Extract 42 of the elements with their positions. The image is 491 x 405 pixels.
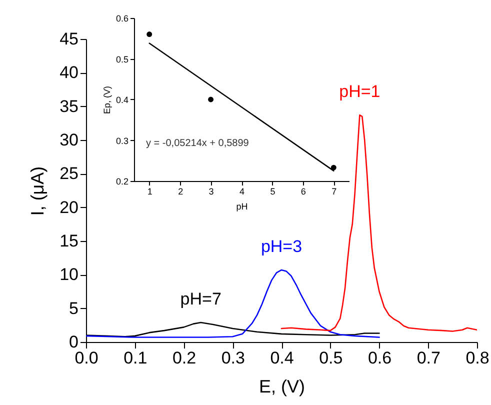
x-tick-label: 3 [208,186,214,196]
annotation: y = -0,05214x + 0,5899 [146,138,250,149]
y-tick-label: 0.4 [116,95,128,105]
x-tick-label: 5 [270,186,276,196]
point [208,96,214,102]
x-tick-label: 0.4 [270,348,294,368]
line-series [86,269,380,338]
y-tick-label: 0 [69,332,78,352]
series-label: pH=7 [180,289,222,308]
x-tick-label: 6 [300,186,306,196]
x-tick-label: 0.5 [319,348,343,368]
x-tick-label: 0.2 [172,348,196,368]
y-tick-label: 45 [60,30,78,48]
series-label: pH=3 [260,236,302,256]
x-tick-label: 7 [332,186,337,196]
y-tick-label: 10 [60,265,78,284]
x-tick-label: 4 [239,186,245,196]
x-tick-label: 0.1 [124,348,148,368]
y-tick-label: 0.2 [116,176,128,186]
x-tick-label: 0.3 [221,348,245,368]
x-axis-title: pH [236,202,248,212]
x-tick-label: 0.6 [368,348,392,368]
y-tick-label: 25 [60,164,78,184]
y-tick-label: 15 [60,232,78,250]
y-tick-label: 40 [60,63,78,82]
x-tick-label: 0.8 [466,348,490,368]
y-tick-label: 0.6 [116,14,128,24]
x-axis-title: E, (V) [258,376,306,396]
x-tick-label: 0.7 [416,348,440,368]
y-tick-label: 30 [60,130,78,150]
y-tick-label: 0.5 [116,54,128,64]
x-tick-label: 2 [178,186,184,196]
series-label: pH=1 [339,82,380,102]
y-tick-label: 5 [69,298,78,318]
y-tick-label: 0.3 [116,136,128,146]
y-tick-label: 20 [60,198,78,217]
x-tick-label: 1 [147,186,152,196]
y-tick-label: 35 [60,96,78,116]
point [146,32,152,38]
y-axis-title: I, (μA) [28,166,48,216]
x-tick-label: 0.0 [74,348,98,368]
y-axis-title: Ep, (V) [102,86,112,114]
